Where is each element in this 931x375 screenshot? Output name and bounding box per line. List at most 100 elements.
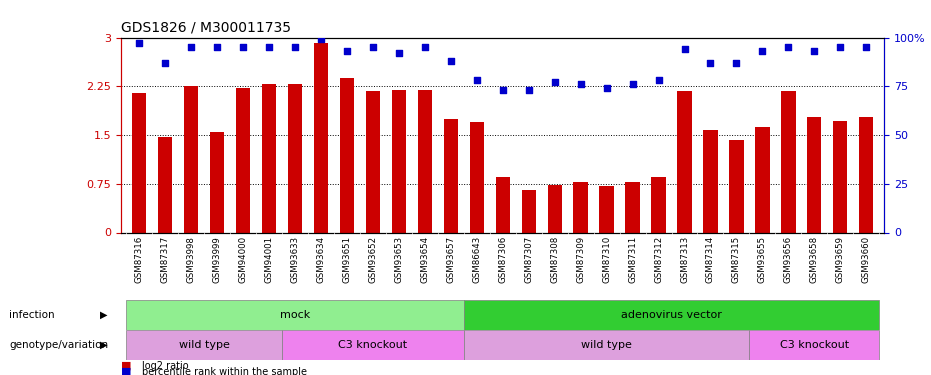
Text: GSM87315: GSM87315 [732,236,741,283]
Text: C3 knockout: C3 knockout [780,340,849,350]
Text: genotype/variation: genotype/variation [9,340,108,350]
Text: GSM93660: GSM93660 [862,236,870,283]
Text: adenovirus vector: adenovirus vector [621,310,722,320]
Point [833,44,848,50]
Text: GSM93653: GSM93653 [395,236,403,283]
Point [547,80,562,86]
Point [262,44,277,50]
Bar [392,90,406,232]
Text: percentile rank within the sample: percentile rank within the sample [142,367,306,375]
Point [183,44,198,50]
Text: GSM93655: GSM93655 [758,236,767,283]
Text: GSM87306: GSM87306 [498,236,507,283]
Text: GSM87312: GSM87312 [654,236,663,283]
Bar [626,183,640,232]
Text: GSM93999: GSM93999 [212,236,222,283]
Point [703,60,718,66]
Text: ■: ■ [121,367,131,375]
Text: GSM94001: GSM94001 [264,236,274,283]
Point [469,77,484,83]
Point [521,87,536,93]
Bar [807,117,821,232]
Text: wild type: wild type [581,340,632,350]
Point [314,36,329,42]
Bar [282,330,464,360]
Bar [366,91,380,232]
Text: GSM86643: GSM86643 [472,236,481,283]
Point [132,40,147,46]
Point [651,77,666,83]
Bar [444,119,458,232]
Text: GSM93634: GSM93634 [317,236,326,283]
Text: GSM93658: GSM93658 [810,236,819,283]
Text: GSM93652: GSM93652 [369,236,377,283]
Point [858,44,873,50]
Text: log2 ratio: log2 ratio [142,361,188,370]
Text: GSM87316: GSM87316 [135,236,143,283]
Text: infection: infection [9,310,55,320]
Text: GSM93654: GSM93654 [420,236,429,283]
Text: ▶: ▶ [100,340,107,350]
Text: GSM93633: GSM93633 [290,236,300,283]
Bar [600,186,614,232]
Bar [184,86,198,232]
Point [495,87,510,93]
Bar [547,185,561,232]
Point [391,50,406,56]
Bar [464,330,749,360]
Point [366,44,381,50]
Bar [236,88,250,232]
Bar [495,177,510,232]
Point [600,85,614,91]
Bar [703,130,718,232]
Text: ■: ■ [121,361,131,370]
Bar [127,300,464,330]
Bar [288,84,303,232]
Text: ▶: ▶ [100,310,107,320]
Bar [210,132,224,232]
Bar [262,84,277,232]
Point [755,48,770,54]
Point [288,44,303,50]
Text: GSM87308: GSM87308 [550,236,560,283]
Text: GSM93659: GSM93659 [836,236,844,283]
Bar [729,140,744,232]
Text: GSM94000: GSM94000 [238,236,248,283]
Bar [859,117,873,232]
Text: GSM87313: GSM87313 [680,236,689,283]
Text: GSM87311: GSM87311 [628,236,637,283]
Point [677,46,692,52]
Bar [749,330,879,360]
Point [157,60,172,66]
Bar [132,93,146,232]
Text: GSM87310: GSM87310 [602,236,611,283]
Bar [833,121,847,232]
Point [417,44,432,50]
Bar [340,78,354,232]
Bar [469,122,484,232]
Text: GSM87307: GSM87307 [524,236,533,283]
Text: GSM87317: GSM87317 [161,236,169,283]
Point [209,44,224,50]
Bar [755,126,770,232]
Bar [521,190,536,232]
Bar [652,177,666,232]
Point [340,48,355,54]
Point [573,81,588,87]
Text: wild type: wild type [179,340,230,350]
Point [781,44,796,50]
Text: GSM93657: GSM93657 [446,236,455,283]
Point [807,48,822,54]
Bar [781,91,795,232]
Point [625,81,640,87]
Text: C3 knockout: C3 knockout [338,340,408,350]
Text: GSM93998: GSM93998 [186,236,196,283]
Text: GSM93651: GSM93651 [343,236,351,283]
Text: mock: mock [280,310,310,320]
Point [729,60,744,66]
Text: GSM93656: GSM93656 [784,236,793,283]
Bar [314,43,328,232]
Bar [678,92,692,232]
Point [236,44,250,50]
Bar [573,182,587,232]
